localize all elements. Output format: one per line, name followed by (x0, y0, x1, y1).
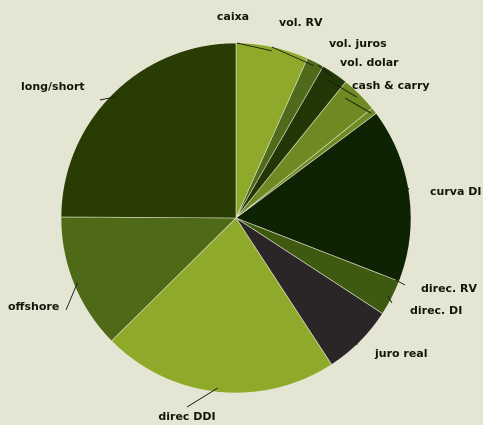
slice-label-direc-di: direc. DI (410, 304, 462, 317)
leader-line-offshore (65, 282, 79, 311)
leader-line-direc-di (387, 295, 393, 304)
slice-label-cash-carry: cash & carry (352, 79, 430, 92)
pie-slices (60, 42, 412, 394)
slice-label-vol-rv: vol. RV (279, 16, 323, 29)
slice-label-caixa: caixa (217, 10, 249, 23)
leader-line-vol-rv (271, 46, 314, 67)
slice-label-vol-juros: vol. juros (329, 37, 387, 50)
pie-slice-long-short (60, 42, 237, 219)
leader-line-curva-di (404, 187, 410, 196)
slice-label-juro-real: juro real (374, 347, 428, 360)
slice-label-offshore: offshore (8, 300, 59, 313)
slice-label-vol-dolar: vol. dolar (340, 56, 399, 69)
slice-label-curva-di: curva DI (430, 185, 481, 198)
leader-line-direc-rv (395, 279, 406, 286)
leader-line-long-short (99, 96, 116, 101)
slice-label-direc-rv: direc. RV (421, 282, 478, 295)
leader-line-cash-carry (344, 97, 372, 114)
pie-slice-curva-di (235, 112, 412, 282)
leader-line-direc-ddi (186, 387, 219, 408)
pie-slice-direc-ddi (111, 217, 333, 394)
slice-label-long-short: long/short (21, 80, 85, 93)
slice-label-direc-ddi: direc DDI (158, 410, 215, 423)
leader-line-vol-dolar (327, 79, 358, 98)
leader-lines (65, 42, 410, 408)
leader-line-caixa (236, 42, 272, 52)
slice-labels: caixa vol. RV vol. juros vol. dolar cash & c… (8, 10, 481, 423)
leader-line-vol-juros (317, 64, 333, 78)
pie-slice-offshore (60, 216, 237, 342)
